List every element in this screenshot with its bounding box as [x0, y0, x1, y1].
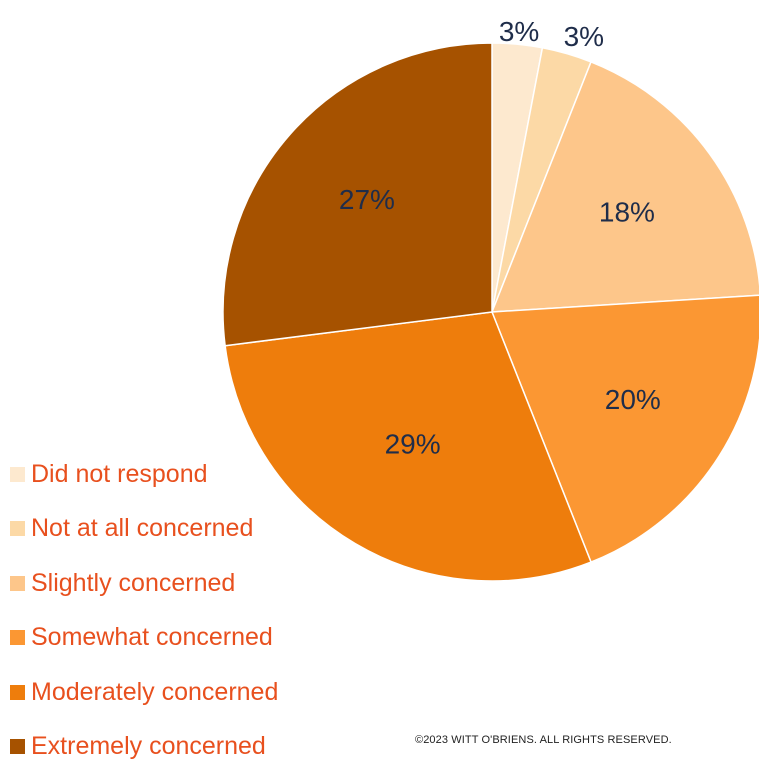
legend-swatch [10, 521, 25, 536]
legend-item: Extremely concerned [10, 720, 278, 774]
legend-item: Slightly concerned [10, 556, 278, 611]
pie-slices [223, 43, 759, 581]
data-label: 27% [339, 184, 395, 215]
legend-item: Moderately concerned [10, 665, 278, 720]
data-label: 29% [385, 429, 441, 460]
legend: Did not respond Not at all concerned Sli… [10, 447, 278, 774]
legend-label: Not at all concerned [31, 514, 253, 543]
legend-swatch [10, 739, 25, 754]
data-label: 3% [499, 16, 539, 47]
legend-swatch [10, 630, 25, 645]
data-label: 3% [564, 21, 604, 52]
legend-label: Somewhat concerned [31, 623, 273, 652]
legend-label: Did not respond [31, 460, 208, 489]
legend-label: Extremely concerned [31, 732, 266, 761]
legend-item: Did not respond [10, 447, 278, 502]
legend-swatch [10, 467, 25, 482]
legend-swatch [10, 685, 25, 700]
legend-label: Moderately concerned [31, 678, 278, 707]
legend-label: Slightly concerned [31, 569, 235, 598]
copyright-footer: ©2023 WITT O'BRIENS. ALL RIGHTS RESERVED… [415, 734, 672, 746]
legend-item: Not at all concerned [10, 502, 278, 557]
legend-item: Somewhat concerned [10, 611, 278, 666]
data-label: 18% [599, 196, 655, 227]
legend-swatch [10, 576, 25, 591]
data-label: 20% [605, 384, 661, 415]
